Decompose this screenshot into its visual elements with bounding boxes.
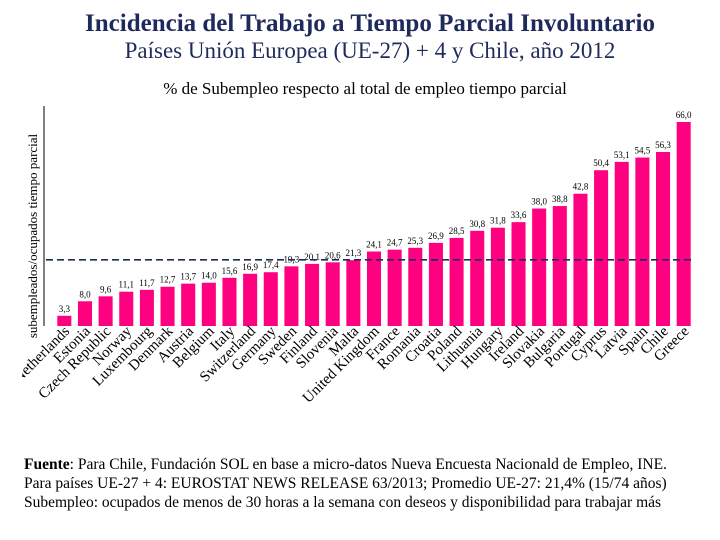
value-label: 31,8: [490, 216, 506, 226]
value-label: 15,6: [222, 266, 238, 276]
value-label: 24,7: [387, 238, 403, 248]
bar-sweden: [284, 266, 299, 326]
bar-belgium: [201, 282, 216, 326]
value-label: 56,3: [655, 140, 671, 150]
bar-cyprus: [594, 170, 609, 326]
value-label: 30,8: [469, 219, 485, 229]
value-label: 53,1: [614, 150, 630, 160]
bar-greece: [676, 122, 691, 326]
value-label: 38,0: [531, 197, 547, 207]
value-label: 42,8: [573, 182, 589, 192]
chart-subtitle: Países Unión Europea (UE-27) + 4 y Chile…: [124, 38, 616, 63]
value-label: 24,1: [366, 240, 382, 250]
chart-area: % de Subempleo respecto al total de empl…: [22, 70, 696, 440]
bar-luxembourg: [139, 289, 154, 326]
value-label: 21,3: [345, 248, 361, 258]
bar-bulgaria: [552, 206, 567, 326]
y-axis-label: subempleados/ocupados tiempo parcial: [25, 133, 40, 338]
value-label: 50,4: [593, 158, 609, 168]
bar-netherlands: [57, 315, 72, 326]
bar-slovakia: [532, 208, 547, 326]
bar-latvia: [614, 161, 629, 326]
value-label: 8,0: [79, 289, 91, 299]
bar-finland: [305, 263, 320, 326]
bar-malta: [346, 260, 361, 326]
footer-notes: Fuente: Para Chile, Fundación SOL en bas…: [24, 455, 704, 512]
value-label: 54,5: [635, 146, 651, 156]
value-label: 20,6: [325, 250, 341, 260]
value-label: 3,3: [59, 304, 71, 314]
bar-romania: [408, 247, 423, 326]
value-label: 13,7: [180, 272, 196, 282]
bar-austria: [181, 283, 196, 326]
footer-source-label: Fuente: [24, 456, 70, 473]
bar-italy: [222, 277, 237, 326]
footer-definition-line: Subempleo: ocupados de menos de 30 horas…: [24, 494, 662, 511]
bar-estonia: [77, 301, 92, 326]
footer-source-line: Fuente: Para Chile, Fundación SOL en bas…: [24, 455, 704, 474]
bar-czech-republic: [98, 296, 113, 326]
value-label: 9,6: [100, 284, 112, 294]
bar-chart: % de Subempleo respecto al total de empl…: [22, 79, 694, 406]
value-label: 26,9: [428, 231, 444, 241]
bar-chile: [656, 151, 671, 326]
bar-united-kingdom: [366, 251, 382, 326]
bar-denmark: [160, 286, 175, 326]
bar-germany: [263, 272, 278, 326]
bar-switzerland: [243, 273, 258, 326]
value-label: 17,4: [263, 260, 279, 270]
value-label: 25,3: [407, 236, 423, 246]
value-label: 20,1: [304, 252, 320, 262]
value-label: 11,7: [139, 278, 155, 288]
value-label: 14,0: [201, 271, 217, 281]
value-label: 28,5: [449, 226, 465, 236]
footer-source-text: : Para Chile, Fundación SOL en base a mi…: [69, 456, 667, 473]
value-label: 33,6: [511, 210, 527, 220]
value-label: 38,8: [552, 194, 568, 204]
value-label: 66,0: [676, 110, 692, 120]
bar-ireland: [511, 222, 526, 326]
value-label: 11,1: [119, 280, 134, 290]
bar-slovenia: [325, 262, 340, 326]
footer-eurostat-line: Para países UE-27 + 4: EUROSTAT NEWS REL…: [24, 475, 667, 492]
value-label: 16,9: [242, 262, 258, 272]
bar-france: [387, 249, 402, 326]
bar-spain: [635, 157, 650, 326]
bar-poland: [449, 237, 464, 326]
chart-title: Incidencia del Trabajo a Tiempo Parcial …: [85, 10, 655, 37]
bar-lithuania: [470, 230, 485, 326]
bar-croatia: [428, 242, 443, 326]
chart-inner-title: % de Subempleo respecto al total de empl…: [163, 79, 567, 98]
value-label: 12,7: [160, 275, 176, 285]
bar-hungary: [490, 227, 505, 326]
bar-norway: [119, 291, 134, 326]
